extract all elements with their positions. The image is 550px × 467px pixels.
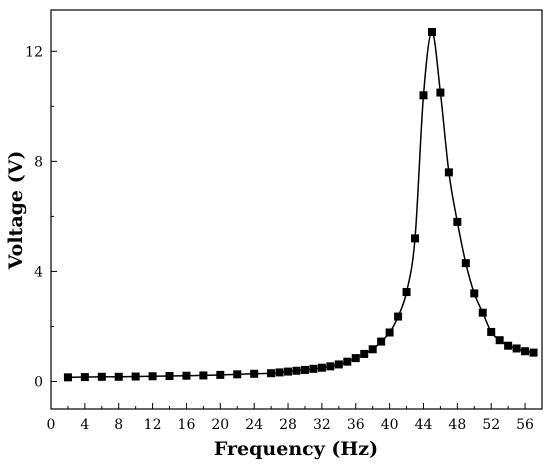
plot-area-frame <box>50 9 543 410</box>
data-point <box>436 88 445 97</box>
data-point <box>216 370 225 379</box>
data-point <box>148 372 157 381</box>
x-tick-label: 8 <box>114 417 123 433</box>
y-tick-label: 0 <box>34 374 43 390</box>
data-point <box>419 91 428 100</box>
data-point <box>275 368 284 377</box>
data-point <box>444 168 453 177</box>
data-point <box>495 336 504 345</box>
data-point <box>284 367 293 376</box>
data-point <box>326 362 335 371</box>
x-tick-label: 44 <box>415 417 433 433</box>
x-tick-label: 40 <box>381 417 399 433</box>
x-tick-label: 48 <box>448 417 466 433</box>
data-point <box>427 28 436 37</box>
data-point <box>411 234 420 243</box>
y-tick-label: 4 <box>34 264 43 280</box>
data-point <box>368 345 377 354</box>
y-tick-label: 8 <box>34 154 43 170</box>
data-point <box>487 327 496 336</box>
series-line <box>67 31 534 379</box>
data-point <box>461 259 470 268</box>
data-point <box>470 289 479 298</box>
x-tick-label: 36 <box>347 417 365 433</box>
data-point <box>512 344 521 353</box>
data-point <box>478 308 487 317</box>
data-point <box>343 357 352 366</box>
data-point <box>250 369 259 378</box>
data-point <box>334 360 343 369</box>
x-tick-label: 4 <box>80 417 89 433</box>
data-point <box>80 373 89 382</box>
y-tick-label: 12 <box>25 44 43 60</box>
x-tick-label: 12 <box>144 417 162 433</box>
data-point <box>521 347 530 356</box>
data-point <box>385 328 394 337</box>
data-point <box>309 364 318 373</box>
data-point <box>165 371 174 380</box>
data-point <box>394 312 403 321</box>
x-tick-label: 32 <box>313 417 331 433</box>
data-point <box>453 217 462 226</box>
data-point <box>317 363 326 372</box>
data-point <box>267 369 276 378</box>
data-point <box>63 373 72 382</box>
data-point <box>292 366 301 375</box>
x-tick-label: 28 <box>279 417 297 433</box>
data-point <box>233 370 242 379</box>
x-tick-label: 56 <box>516 417 534 433</box>
y-axis-title: Voltage (V) <box>5 151 27 271</box>
data-point <box>402 288 411 297</box>
data-point <box>351 354 360 363</box>
x-tick-label: 20 <box>211 417 229 433</box>
x-axis-title: Frequency (Hz) <box>214 438 378 460</box>
x-tick-label: 24 <box>245 417 263 433</box>
x-axis: 0 4 8 12 16 20 24 28 32 36 40 44 48 52 56 <box>47 403 534 433</box>
data-point <box>360 349 369 358</box>
data-point <box>182 371 191 380</box>
data-point <box>131 372 140 381</box>
x-tick-label: 16 <box>178 417 196 433</box>
series-markers <box>63 28 538 382</box>
x-tick-label: 0 <box>47 417 56 433</box>
data-point <box>300 365 309 374</box>
y-axis: 0 4 8 12 <box>25 44 57 390</box>
data-point <box>504 341 513 350</box>
data-point <box>377 337 386 346</box>
data-point <box>114 372 123 381</box>
data-point <box>97 372 106 381</box>
x-tick-label: 52 <box>482 417 500 433</box>
data-point <box>529 348 538 357</box>
data-point <box>199 371 208 380</box>
